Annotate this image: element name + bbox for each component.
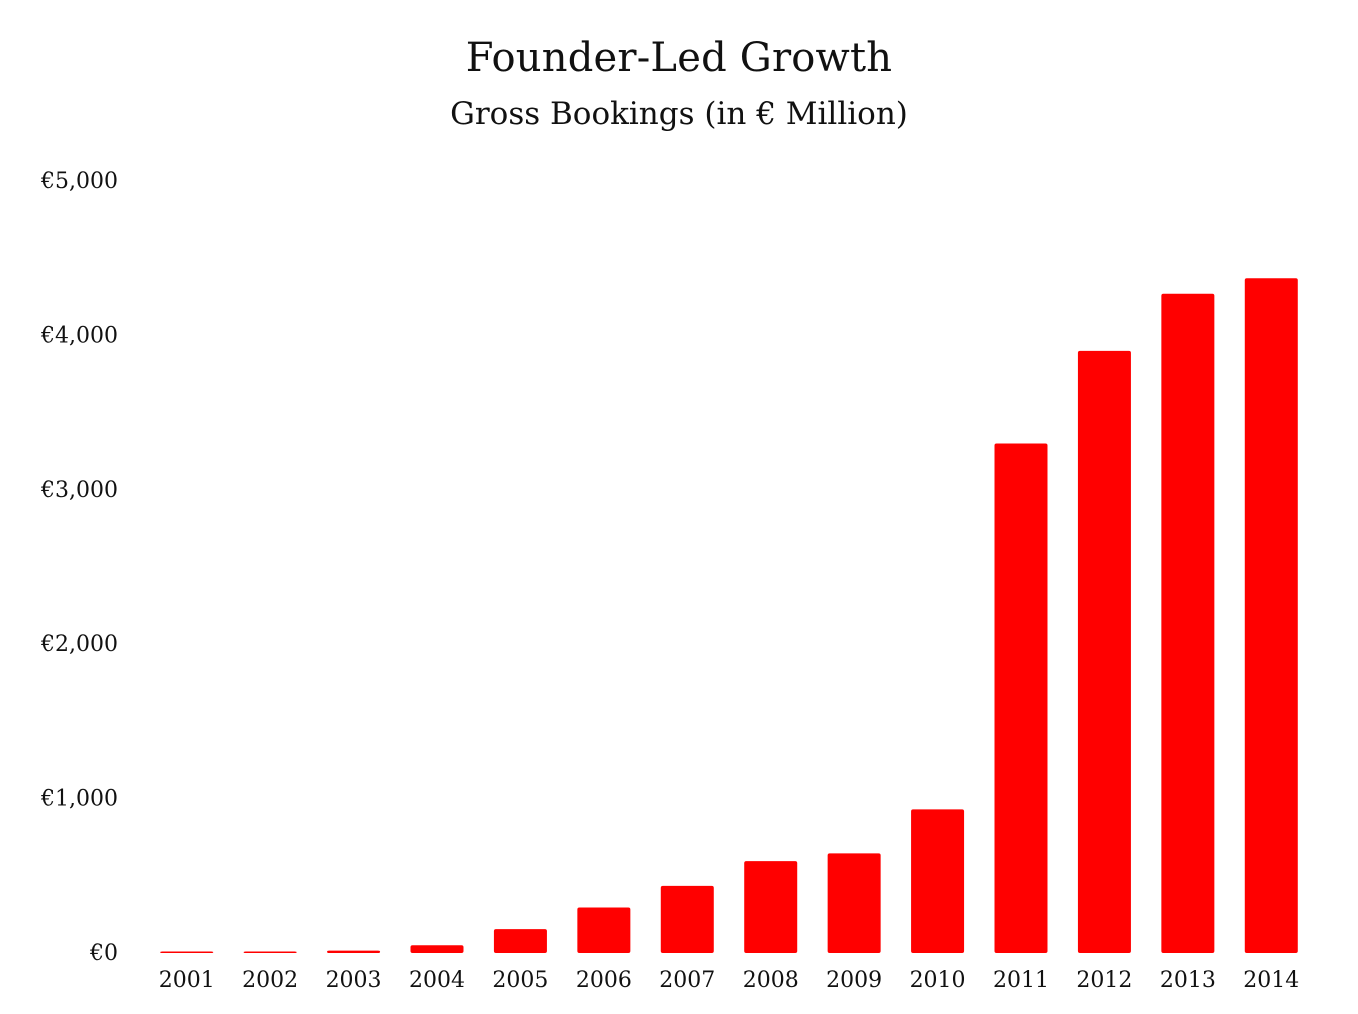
bar [410,945,464,953]
x-tick-label: 2014 [1243,968,1299,993]
x-tick-label: 2012 [1076,968,1132,993]
bar [1077,350,1131,954]
x-axis-tick-labels: 2001 2002 2003 2004 2005 2006 2007 2008 2009 2010… [159,968,1300,993]
bar [493,929,547,953]
x-tick-label: 2005 [492,968,548,993]
x-tick-label: 2004 [409,968,465,993]
y-tick-label: €2,000 [40,632,118,657]
y-axis-tick-labels: €0 €1,000 €2,000 €3,000 €4,000 €5,000 [40,169,118,966]
x-tick-label: 2013 [1160,968,1216,993]
bar [660,885,714,953]
x-tick-label: 2007 [659,968,715,993]
y-tick-label: €4,000 [40,323,118,348]
bar [911,809,965,953]
y-tick-label: €0 [89,941,118,966]
bar [160,951,214,953]
x-tick-label: 2006 [576,968,632,993]
bar [243,951,297,953]
bars [160,278,1298,954]
y-tick-label: €3,000 [40,478,118,503]
bar [994,443,1048,953]
bar [1244,278,1298,954]
x-tick-label: 2009 [826,968,882,993]
x-tick-label: 2001 [159,968,215,993]
x-tick-label: 2008 [743,968,799,993]
x-tick-label: 2011 [993,968,1049,993]
y-tick-label: €1,000 [40,787,118,812]
y-tick-label: €5,000 [40,169,118,194]
bar [1161,293,1215,953]
x-tick-label: 2010 [910,968,966,993]
bar [327,950,381,953]
x-tick-label: 2002 [242,968,298,993]
x-tick-label: 2003 [326,968,382,993]
bar [827,853,881,953]
chart-subtitle: Gross Bookings (in € Million) [450,96,908,132]
bar [744,861,798,953]
chart-title: Founder-Led Growth [465,35,893,81]
bar [577,907,631,953]
